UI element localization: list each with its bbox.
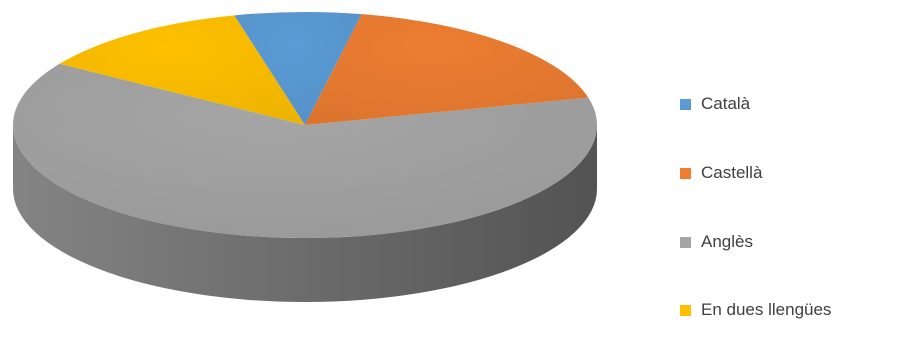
pie-slice-catala (234, 11, 362, 125)
pie-slice-angles (13, 63, 598, 238)
legend-label-castella: Castellà (701, 163, 763, 182)
pie-slice-castella (305, 14, 589, 125)
legend-label-angles: Anglès (701, 232, 753, 251)
legend: Català Castellà Anglès En dues llengües (680, 0, 904, 351)
legend-item-catala: Català (680, 94, 750, 114)
legend-item-angles: Anglès (680, 232, 753, 252)
pie-slice-en-dues-llengues (59, 15, 305, 125)
legend-label-catala: Català (701, 94, 751, 113)
legend-swatch-catala (680, 98, 691, 110)
legend-swatch-angles (680, 236, 691, 248)
legend-label-en-dues-llengues: En dues llengües (701, 300, 832, 319)
legend-item-castella: Castellà (680, 163, 762, 183)
legend-item-en-dues-llengues: En dues llengües (680, 300, 831, 320)
pie-chart (13, 11, 598, 302)
legend-swatch-en-dues-llengues (680, 304, 691, 316)
pie-side-angles (13, 125, 597, 302)
legend-swatch-castella (680, 167, 691, 179)
